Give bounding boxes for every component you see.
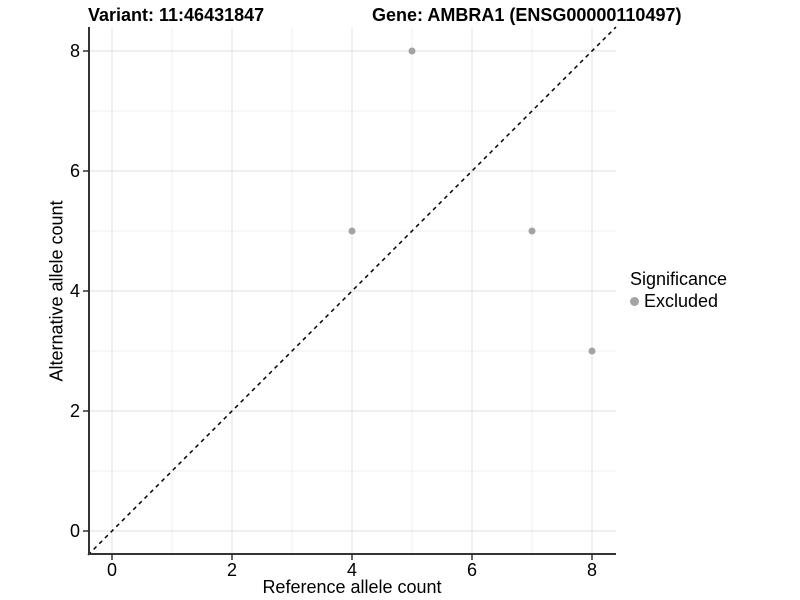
legend-entry-label: Excluded [644,291,719,311]
data-point [408,47,416,55]
y-tick-label: 4 [69,281,80,301]
y-tick-label: 2 [69,401,80,421]
data-point [348,227,356,235]
x-tick-label: 8 [586,560,598,580]
y-tick-label: 8 [69,41,80,61]
y-tick-label: 6 [69,161,80,181]
data-point [588,347,596,355]
x-tick-label: 6 [466,560,478,580]
legend-title: Significance [630,269,728,289]
plot-title-gene: Gene: AMBRA1 (ENSG00000110497) [372,5,682,25]
x-axis-title: Reference allele count [262,577,442,597]
data-point [528,227,536,235]
legend-entry-excluded: Excluded [630,291,727,311]
y-tick-label: 0 [69,521,80,541]
x-tick-label: 4 [346,560,358,580]
y-axis-title: Alternative allele count [46,200,67,382]
x-tick-label: 2 [226,560,238,580]
legend: Significance Excluded [630,269,727,311]
plot-title-variant: Variant: 11:46431847 [88,5,265,25]
x-tick-label: 0 [106,560,118,580]
legend-point-icon [630,296,639,306]
